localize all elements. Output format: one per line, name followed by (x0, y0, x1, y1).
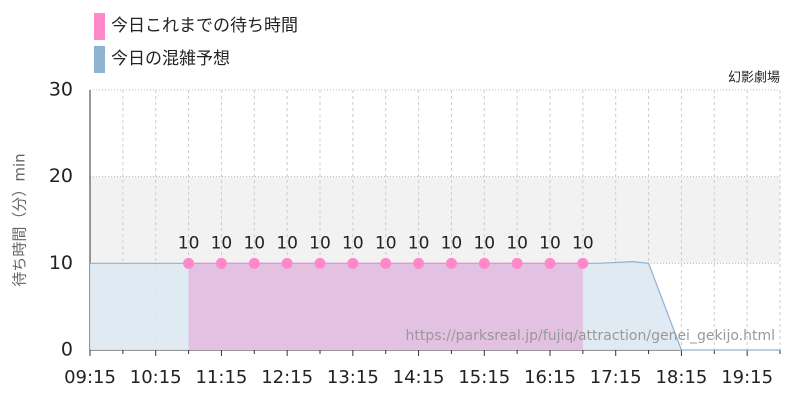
y-axis-label: 待ち時間（分）min (11, 153, 29, 286)
x-tick-label: 15:15 (458, 367, 510, 388)
area (188, 263, 583, 350)
point (478, 257, 490, 269)
data-label: 10 (276, 233, 298, 253)
y-tick-label: 30 (49, 79, 73, 101)
data-label: 10 (309, 233, 331, 253)
point (577, 257, 589, 269)
y-tick-label: 10 (49, 252, 73, 274)
point (544, 257, 556, 269)
data-label: 10 (178, 233, 200, 253)
y-tick-label: 20 (49, 165, 73, 187)
point (281, 257, 293, 269)
x-tick-label: 16:15 (524, 367, 576, 388)
x-tick-label: 19:15 (721, 367, 773, 388)
point (183, 257, 195, 269)
point (445, 257, 457, 269)
data-label: 10 (408, 233, 430, 253)
point (511, 257, 523, 269)
legend-swatch (94, 46, 105, 73)
x-tick-label: 18:15 (655, 367, 707, 388)
point (413, 257, 425, 269)
legend-label: 今日これまでの待ち時間 (111, 16, 298, 36)
point (347, 257, 359, 269)
data-label: 10 (572, 233, 594, 253)
data-label: 10 (243, 233, 265, 253)
x-tick-label: 12:15 (261, 367, 313, 388)
corner-label: 幻影劇場 (728, 71, 780, 86)
data-label: 10 (539, 233, 561, 253)
data-label: 10 (342, 233, 364, 253)
point (215, 257, 227, 269)
y-tick-label: 0 (61, 339, 73, 361)
band (90, 176, 780, 264)
point (380, 257, 392, 269)
legend-label: 今日の混雑予想 (111, 49, 230, 69)
data-label: 10 (473, 233, 495, 253)
data-label: 10 (441, 233, 463, 253)
x-tick-label: 09:15 (64, 367, 116, 388)
x-tick-label: 14:15 (393, 367, 445, 388)
data-label: 10 (506, 233, 528, 253)
x-tick-label: 10:15 (130, 367, 182, 388)
data-label: 10 (375, 233, 397, 253)
x-tick-label: 11:15 (195, 367, 247, 388)
data-label: 10 (211, 233, 233, 253)
legend-swatch (94, 13, 105, 40)
x-tick-label: 13:15 (327, 367, 379, 388)
point (314, 257, 326, 269)
x-tick-label: 17:15 (590, 367, 642, 388)
watermark: https://parksreal.jp/fujiq/attraction/ge… (405, 328, 775, 344)
point (248, 257, 260, 269)
